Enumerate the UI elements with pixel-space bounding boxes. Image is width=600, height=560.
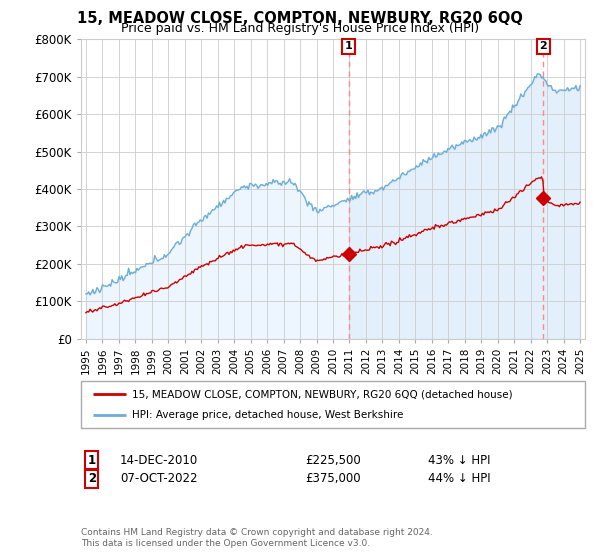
Text: Contains HM Land Registry data © Crown copyright and database right 2024.
This d: Contains HM Land Registry data © Crown c… xyxy=(81,528,433,548)
Text: 14-DEC-2010: 14-DEC-2010 xyxy=(120,454,198,467)
Text: Price paid vs. HM Land Registry's House Price Index (HPI): Price paid vs. HM Land Registry's House … xyxy=(121,22,479,35)
Text: 2: 2 xyxy=(88,472,96,486)
Text: 15, MEADOW CLOSE, COMPTON, NEWBURY, RG20 6QQ (detached house): 15, MEADOW CLOSE, COMPTON, NEWBURY, RG20… xyxy=(132,389,512,399)
Text: 44% ↓ HPI: 44% ↓ HPI xyxy=(428,472,490,486)
Text: HPI: Average price, detached house, West Berkshire: HPI: Average price, detached house, West… xyxy=(132,410,403,420)
Text: 1: 1 xyxy=(345,41,353,52)
Text: 43% ↓ HPI: 43% ↓ HPI xyxy=(428,454,490,467)
Text: 2: 2 xyxy=(539,41,547,52)
Text: 1: 1 xyxy=(88,454,96,467)
Text: 15, MEADOW CLOSE, COMPTON, NEWBURY, RG20 6QQ: 15, MEADOW CLOSE, COMPTON, NEWBURY, RG20… xyxy=(77,11,523,26)
Text: £375,000: £375,000 xyxy=(305,472,361,486)
Text: 07-OCT-2022: 07-OCT-2022 xyxy=(120,472,198,486)
Text: £225,500: £225,500 xyxy=(305,454,361,467)
